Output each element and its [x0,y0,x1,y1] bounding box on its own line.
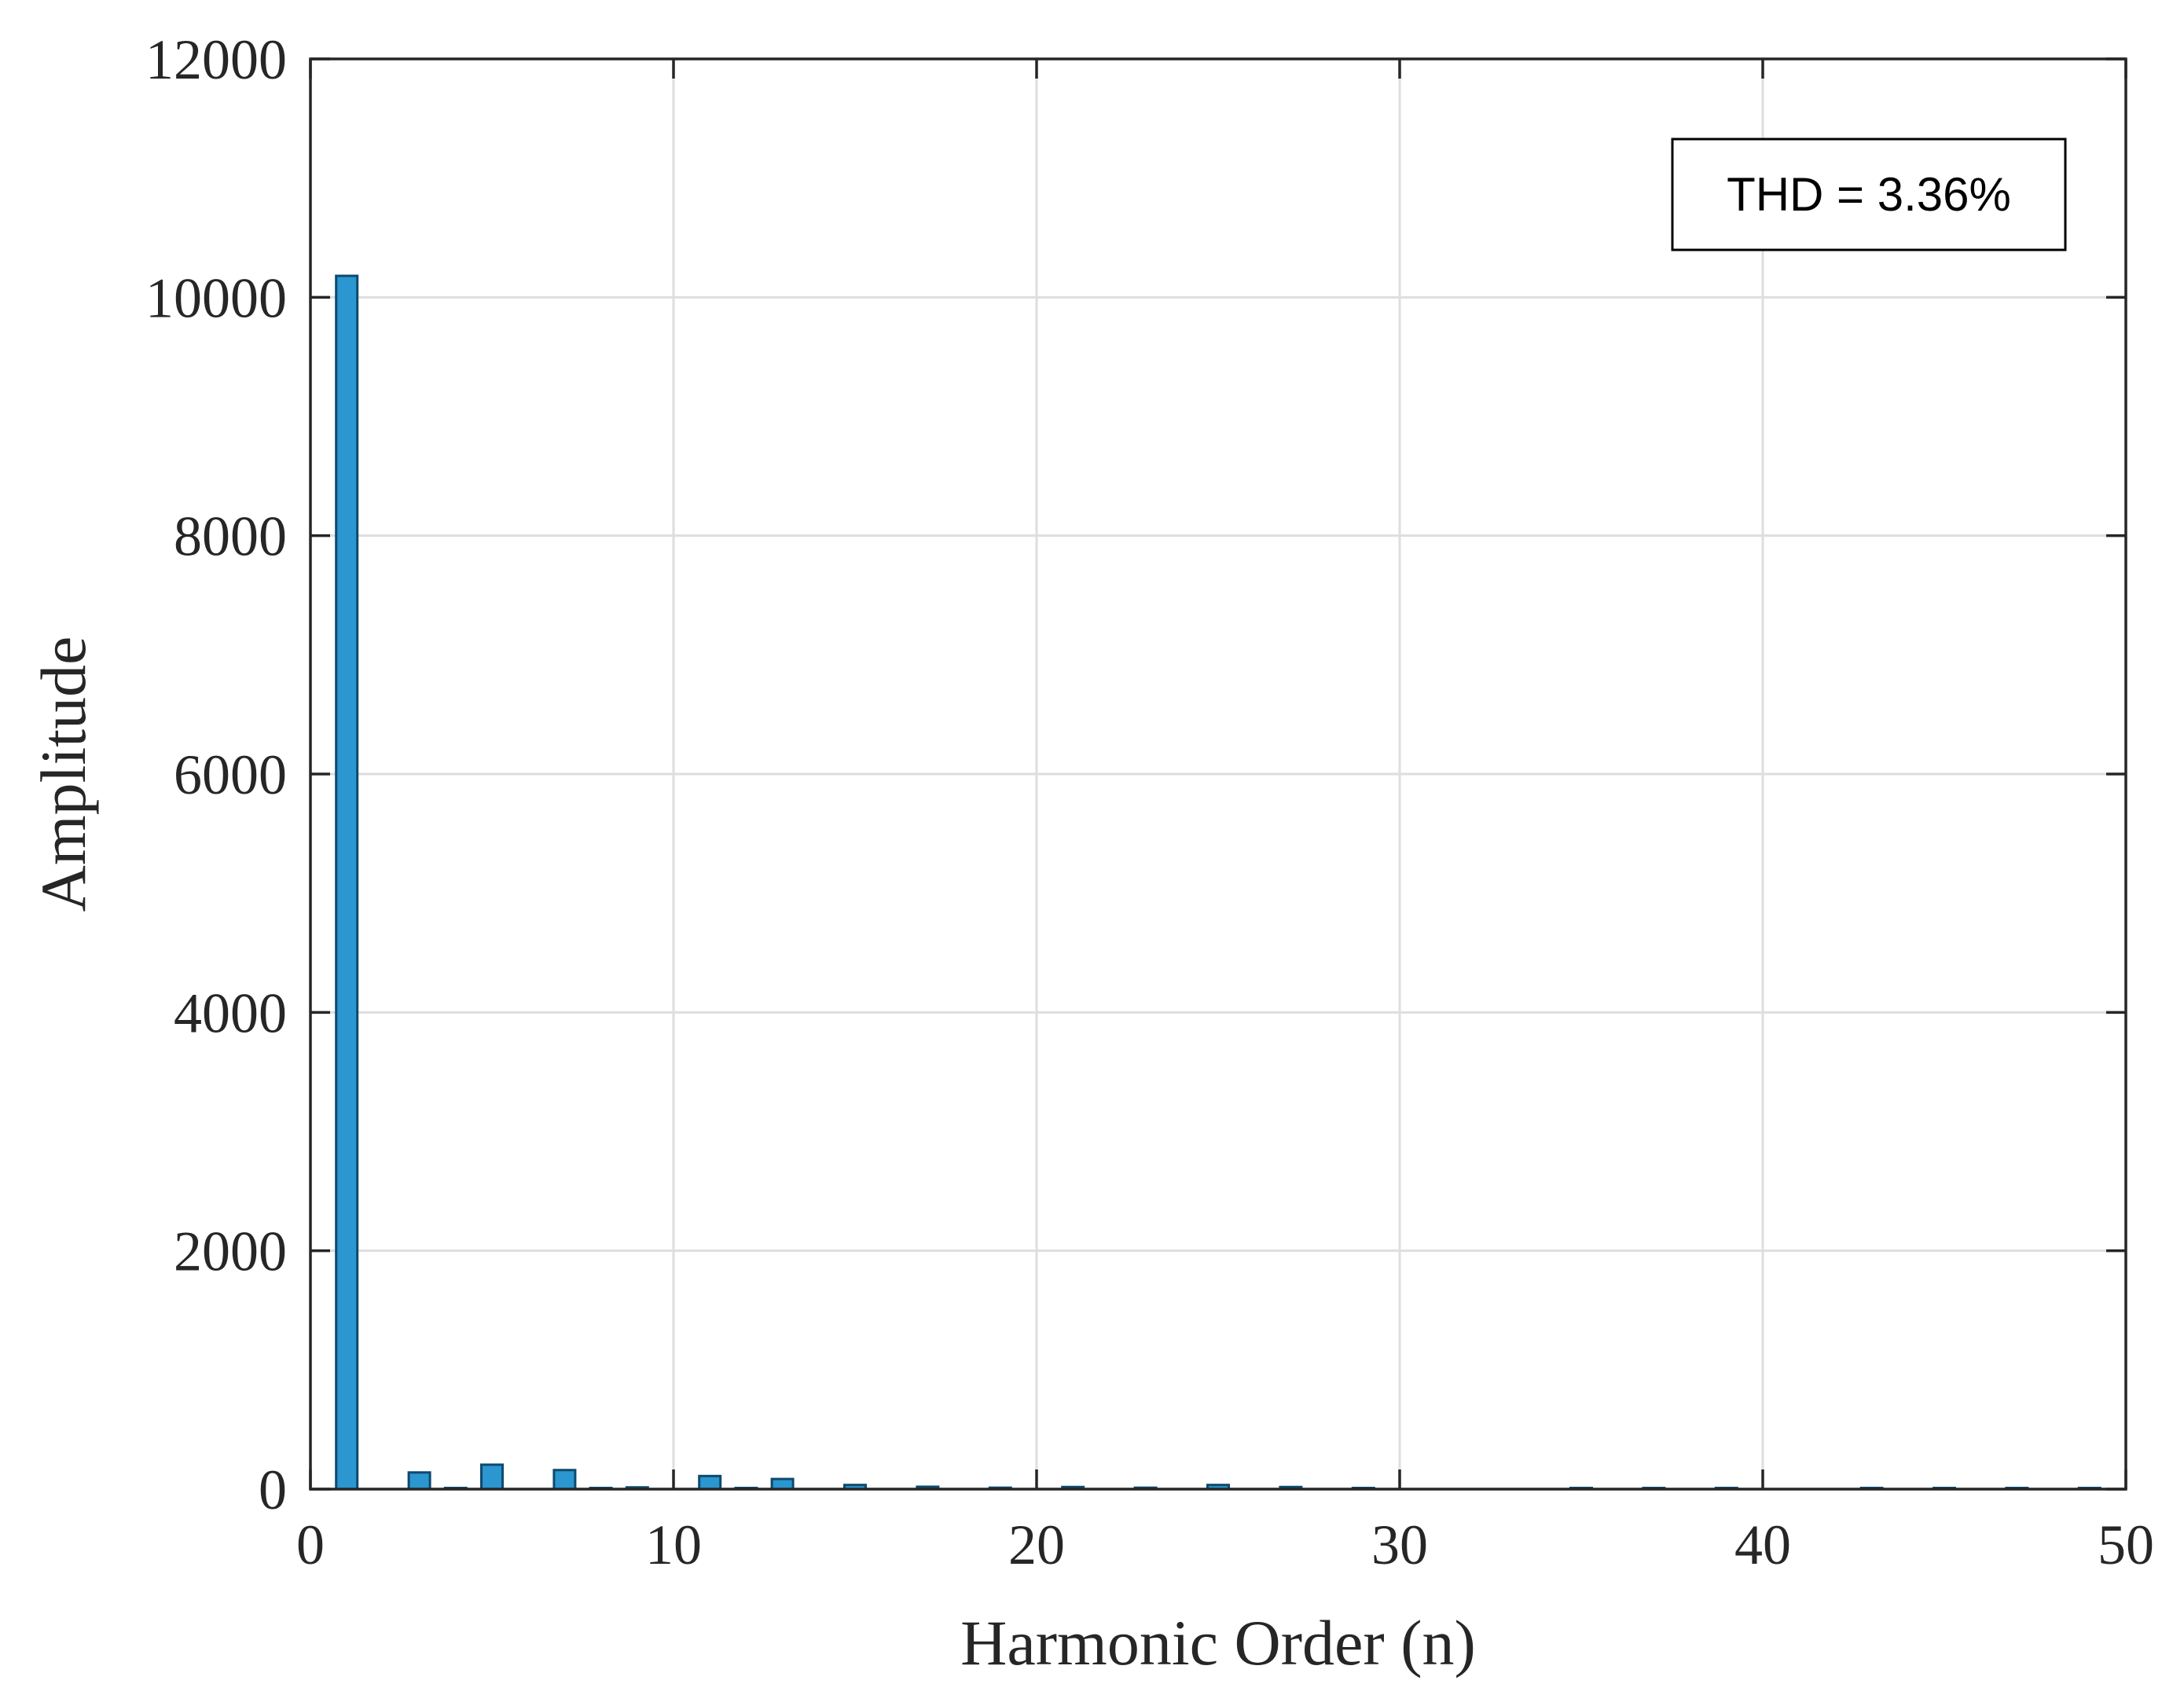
y-tick-label-8000: 8000 [174,505,287,568]
x-tick-label-20: 20 [1008,1513,1065,1576]
x-tick-label-10: 10 [645,1513,702,1576]
bar-harmonic-5 [480,1463,504,1491]
y-tick-label-2000: 2000 [174,1220,287,1283]
grid-layer [310,59,2126,1489]
x-tick-label-30: 30 [1371,1513,1428,1576]
thd-annotation-box [1671,138,2067,251]
bar-harmonic-7 [552,1469,577,1491]
x-tick-label-50: 50 [2098,1513,2154,1576]
thd-annotation: THD = 3.36% [1671,138,2067,251]
y-tick-label-10000: 10000 [145,266,287,329]
tick-layer [309,57,2127,1491]
bar-harmonic-3 [407,1471,431,1491]
bar-harmonic-13 [770,1477,795,1491]
bar-harmonic-1 [335,274,359,1491]
y-axis-label: Amplitude [28,637,99,912]
thd-annotation-text: THD = 3.36% [1727,168,2011,221]
bar-harmonic-11 [698,1474,722,1491]
y-tick-label-4000: 4000 [174,981,287,1044]
x-tick-label-0: 0 [296,1513,325,1576]
tick-label-layer: 0 10 20 30 40 50 0 2000 4000 6000 8000 10000 12000 [145,28,2154,1576]
x-axis-label: Harmonic Order (n) [960,1607,1476,1678]
x-tick-label-40: 40 [1734,1513,1791,1576]
y-tick-label-6000: 6000 [174,743,287,806]
y-tick-label-12000: 12000 [145,28,287,91]
y-tick-label-0: 0 [259,1458,287,1521]
